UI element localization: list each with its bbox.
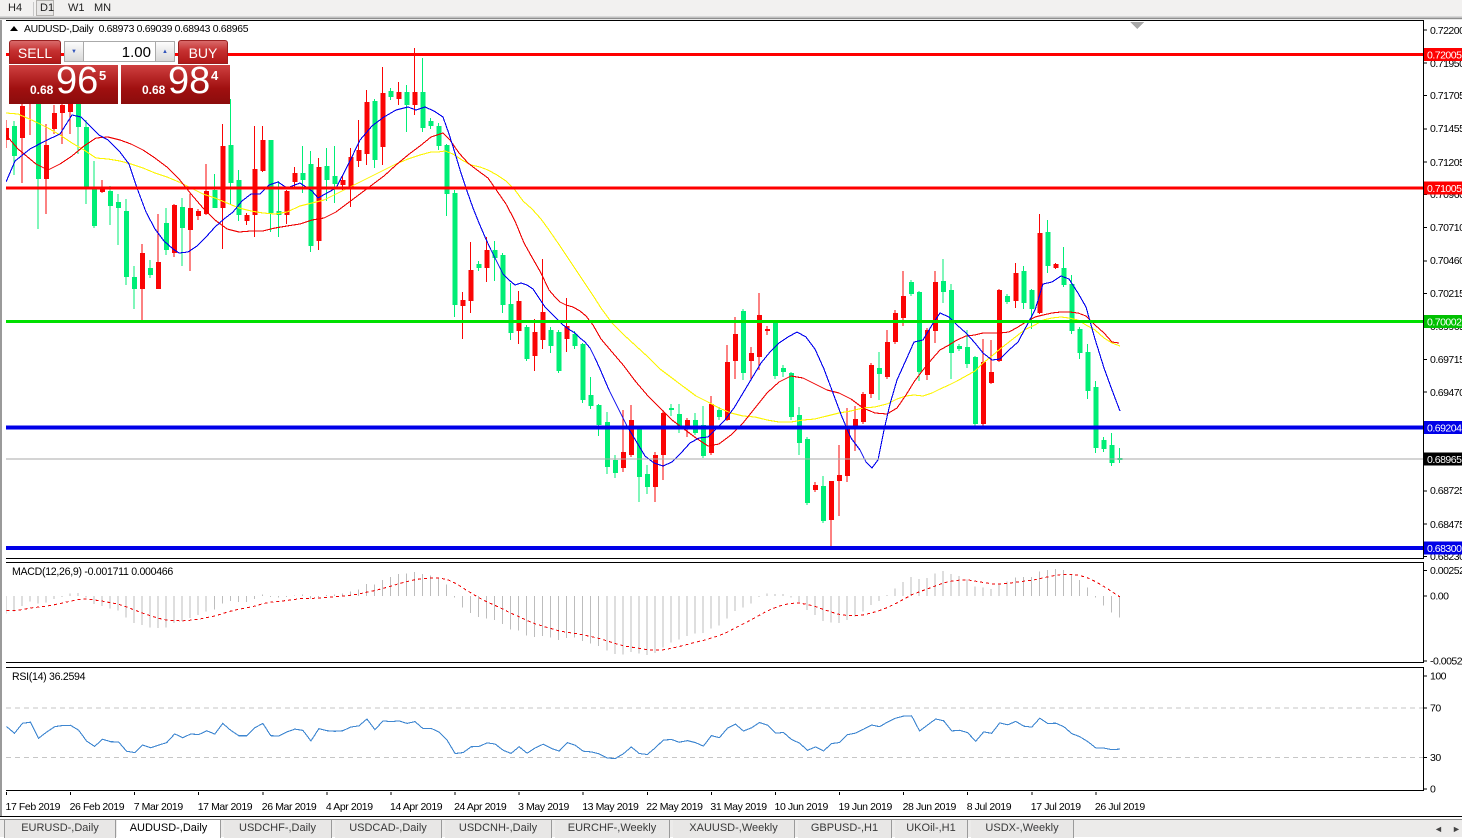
svg-text:0.69470: 0.69470 xyxy=(1430,387,1462,399)
svg-text:0.70215: 0.70215 xyxy=(1430,288,1462,300)
svg-text:0.72200: 0.72200 xyxy=(1430,25,1462,37)
svg-text:17 Jul 2019: 17 Jul 2019 xyxy=(1031,801,1081,813)
svg-text:26 Feb 2019: 26 Feb 2019 xyxy=(70,801,125,813)
svg-text:0.68965: 0.68965 xyxy=(1427,454,1462,466)
svg-text:24 Apr 2019: 24 Apr 2019 xyxy=(454,801,507,813)
svg-text:0.68475: 0.68475 xyxy=(1430,519,1462,531)
svg-text:0.71455: 0.71455 xyxy=(1430,123,1462,135)
svg-text:70: 70 xyxy=(1430,703,1441,715)
svg-text:0.002522: 0.002522 xyxy=(1430,565,1462,577)
svg-text:100: 100 xyxy=(1430,671,1447,683)
svg-text:10 Jun 2019: 10 Jun 2019 xyxy=(775,801,829,813)
svg-text:0.70710: 0.70710 xyxy=(1430,222,1462,234)
svg-text:-0.00523: -0.00523 xyxy=(1430,656,1462,668)
svg-text:3 May 2019: 3 May 2019 xyxy=(518,801,569,813)
svg-text:0.71705: 0.71705 xyxy=(1430,90,1462,102)
svg-text:0.69204: 0.69204 xyxy=(1427,422,1462,434)
svg-text:0.71005: 0.71005 xyxy=(1427,183,1462,195)
svg-text:0.71205: 0.71205 xyxy=(1430,157,1462,169)
svg-text:28 Jun 2019: 28 Jun 2019 xyxy=(903,801,957,813)
svg-text:0.70002: 0.70002 xyxy=(1427,316,1462,328)
svg-text:31 May 2019: 31 May 2019 xyxy=(710,801,767,813)
svg-text:0: 0 xyxy=(1430,784,1436,796)
svg-text:30: 30 xyxy=(1430,752,1441,764)
svg-text:13 May 2019: 13 May 2019 xyxy=(582,801,639,813)
svg-text:0.70460: 0.70460 xyxy=(1430,255,1462,267)
svg-text:0.72005: 0.72005 xyxy=(1427,49,1462,61)
svg-text:17 Mar 2019: 17 Mar 2019 xyxy=(198,801,253,813)
svg-text:17 Feb 2019: 17 Feb 2019 xyxy=(6,801,61,813)
svg-text:19 Jun 2019: 19 Jun 2019 xyxy=(839,801,893,813)
svg-text:0.68300: 0.68300 xyxy=(1427,543,1462,555)
svg-text:26 Jul 2019: 26 Jul 2019 xyxy=(1095,801,1145,813)
svg-text:22 May 2019: 22 May 2019 xyxy=(646,801,703,813)
svg-text:4 Apr 2019: 4 Apr 2019 xyxy=(326,801,373,813)
svg-text:26 Mar 2019: 26 Mar 2019 xyxy=(262,801,317,813)
svg-text:0.69715: 0.69715 xyxy=(1430,354,1462,366)
svg-text:7 Mar 2019: 7 Mar 2019 xyxy=(134,801,184,813)
svg-text:0.68725: 0.68725 xyxy=(1430,485,1462,497)
svg-text:0.00: 0.00 xyxy=(1430,591,1449,603)
svg-text:8 Jul 2019: 8 Jul 2019 xyxy=(967,801,1012,813)
svg-text:14 Apr 2019: 14 Apr 2019 xyxy=(390,801,443,813)
